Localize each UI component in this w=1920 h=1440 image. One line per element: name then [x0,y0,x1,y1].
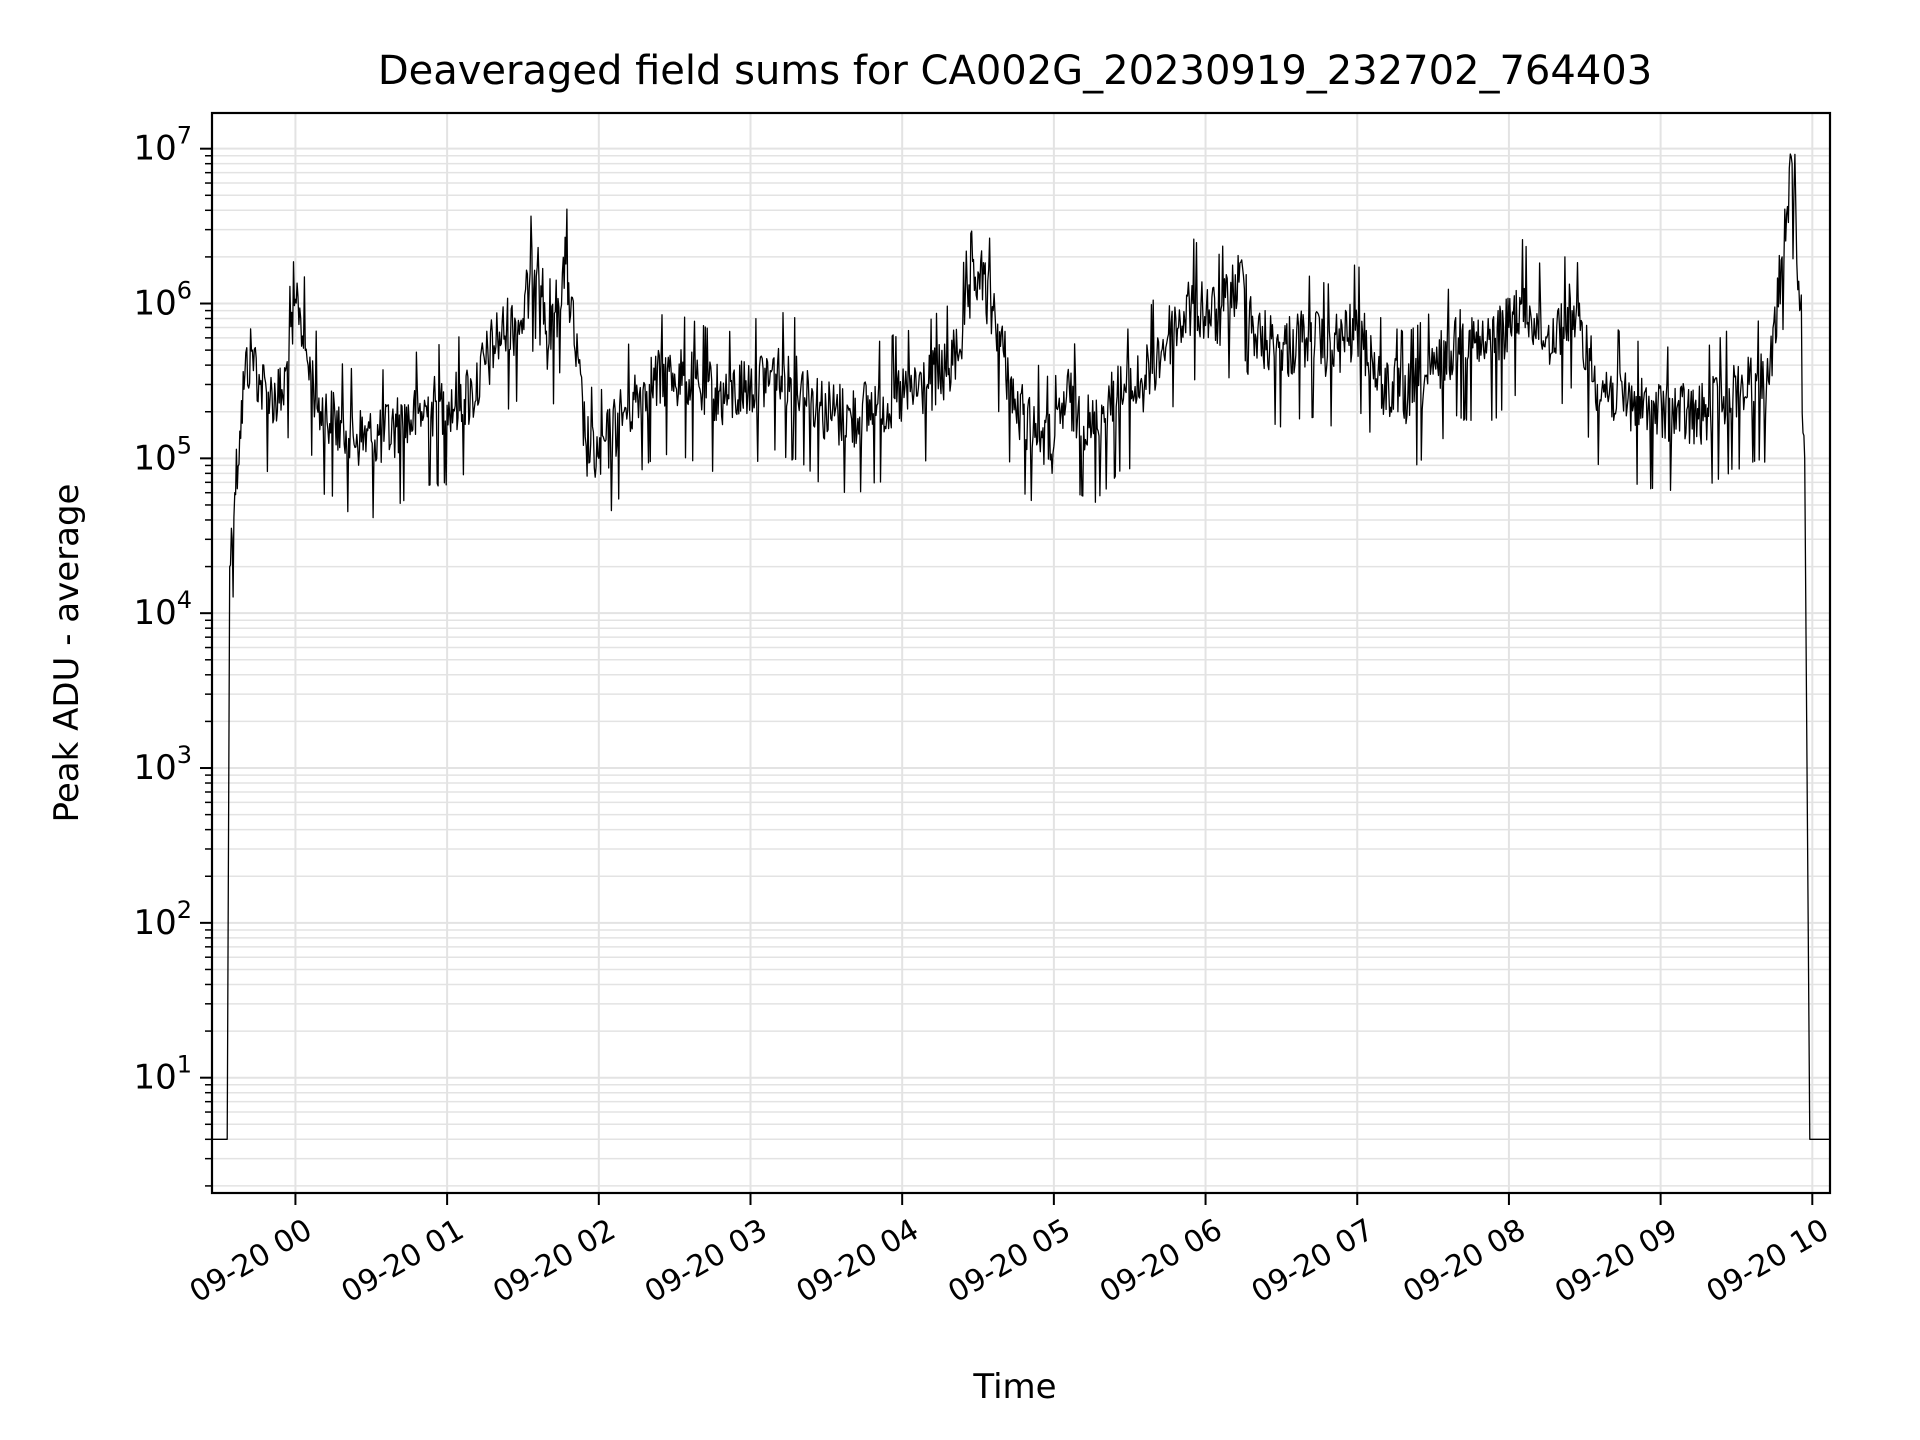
y-tick-label: 105 [133,431,192,478]
chart-title: Deaveraged field sums for CA002G_2023091… [378,48,1652,94]
y-tick-label: 101 [133,1051,192,1098]
plot-frame [210,111,1832,1195]
y-axis-title: Peak ADU - average [47,484,87,823]
series-group [212,153,1830,1140]
series-line [212,153,1830,1140]
y-tick-label: 103 [133,741,192,788]
y-tick-label: 107 [133,122,192,169]
x-axis-title: Time [972,1367,1056,1407]
grid [212,113,1830,1193]
y-tick-label: 106 [133,277,192,324]
y-tick-label: 102 [133,896,192,943]
y-tick-label: 104 [133,586,192,633]
